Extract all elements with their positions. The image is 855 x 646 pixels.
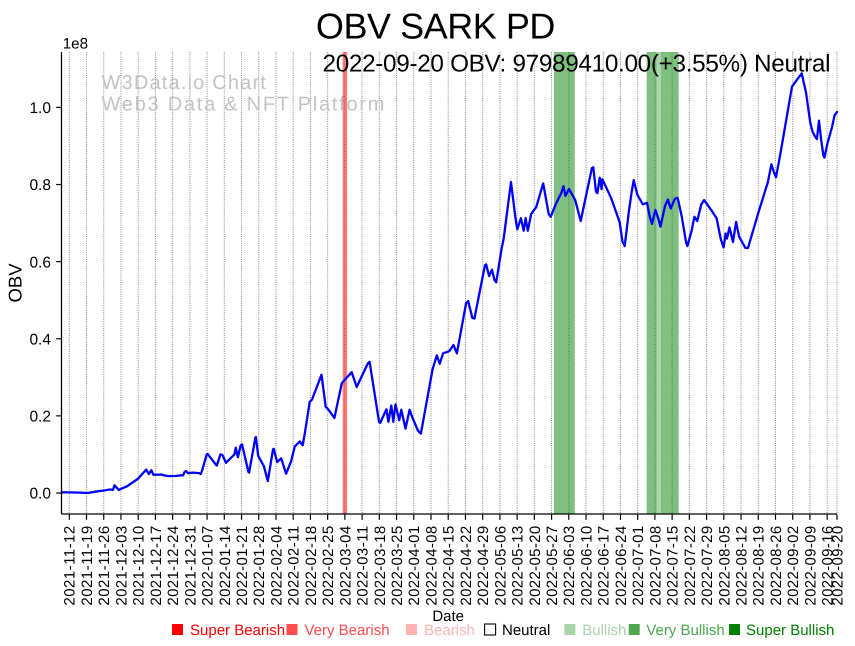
svg-text:2022-06-03: 2022-06-03 <box>561 526 578 606</box>
svg-text:2022-05-20: 2022-05-20 <box>527 526 544 606</box>
svg-text:OBV: OBV <box>5 263 26 303</box>
svg-text:2022-05-27: 2022-05-27 <box>544 526 561 606</box>
svg-text:2022-01-07: 2022-01-07 <box>200 526 217 606</box>
svg-text:2022-08-05: 2022-08-05 <box>716 526 733 606</box>
svg-text:2021-12-10: 2021-12-10 <box>131 526 148 606</box>
svg-text:0.2: 0.2 <box>29 409 51 426</box>
svg-text:2021-12-31: 2021-12-31 <box>182 526 199 606</box>
svg-text:1.0: 1.0 <box>29 100 51 117</box>
svg-text:2022-02-11: 2022-02-11 <box>286 526 303 606</box>
svg-text:2021-11-26: 2021-11-26 <box>96 526 113 606</box>
svg-text:2022-08-19: 2022-08-19 <box>751 526 768 606</box>
svg-text:Super Bullish: Super Bullish <box>746 622 834 639</box>
svg-text:2022-06-10: 2022-06-10 <box>578 526 595 606</box>
svg-text:2022-08-12: 2022-08-12 <box>733 526 750 606</box>
svg-text:2021-12-03: 2021-12-03 <box>113 526 130 606</box>
svg-text:0.4: 0.4 <box>29 332 51 349</box>
svg-text:Bearish: Bearish <box>424 622 475 639</box>
svg-text:Date: Date <box>432 608 464 625</box>
svg-text:Neutral: Neutral <box>502 622 550 639</box>
svg-text:2022-07-01: 2022-07-01 <box>630 526 647 606</box>
svg-text:Very Bearish: Very Bearish <box>305 622 390 639</box>
svg-text:2022-09-09: 2022-09-09 <box>802 526 819 606</box>
svg-text:2022-06-24: 2022-06-24 <box>613 526 630 606</box>
svg-text:2022-04-29: 2022-04-29 <box>475 526 492 606</box>
svg-text:2022-04-15: 2022-04-15 <box>441 526 458 606</box>
svg-text:2021-12-24: 2021-12-24 <box>165 526 182 606</box>
svg-text:OBV SARK PD: OBV SARK PD <box>316 6 556 47</box>
svg-text:2022-07-29: 2022-07-29 <box>699 526 716 606</box>
svg-text:2022-04-01: 2022-04-01 <box>406 526 423 606</box>
svg-text:Super Bearish: Super Bearish <box>190 622 285 639</box>
svg-text:2022-07-08: 2022-07-08 <box>647 526 664 606</box>
svg-text:2022-07-15: 2022-07-15 <box>665 526 682 606</box>
svg-text:2022-06-17: 2022-06-17 <box>596 526 613 606</box>
svg-text:1e8: 1e8 <box>63 35 88 52</box>
svg-text:2022-01-28: 2022-01-28 <box>251 526 268 606</box>
svg-text:2022-02-25: 2022-02-25 <box>320 526 337 606</box>
svg-text:2022-03-18: 2022-03-18 <box>372 526 389 606</box>
svg-text:2021-12-17: 2021-12-17 <box>148 526 165 606</box>
svg-text:2022-03-11: 2022-03-11 <box>355 526 372 606</box>
svg-text:2022-03-25: 2022-03-25 <box>389 526 406 606</box>
svg-text:Very Bullish: Very Bullish <box>646 622 724 639</box>
svg-text:Bullish: Bullish <box>582 622 626 639</box>
svg-text:0.0: 0.0 <box>29 486 51 503</box>
svg-text:2022-09-20 OBV: 97989410.00(+3: 2022-09-20 OBV: 97989410.00(+3.55%) Neut… <box>323 51 831 78</box>
svg-text:Web3 Data & NFT Platform: Web3 Data & NFT Platform <box>102 93 387 115</box>
svg-text:2022-01-14: 2022-01-14 <box>217 526 234 606</box>
svg-text:2022-07-22: 2022-07-22 <box>682 526 699 606</box>
svg-text:2022-04-08: 2022-04-08 <box>423 526 440 606</box>
svg-text:2022-09-16: 2022-09-16 <box>820 526 837 606</box>
svg-text:2021-11-12: 2021-11-12 <box>62 526 79 606</box>
svg-text:2022-05-13: 2022-05-13 <box>510 526 527 606</box>
svg-text:2022-02-18: 2022-02-18 <box>303 526 320 606</box>
svg-text:0.8: 0.8 <box>29 177 51 194</box>
svg-text:0.6: 0.6 <box>29 254 51 271</box>
svg-text:2022-09-02: 2022-09-02 <box>785 526 802 606</box>
svg-text:2022-01-21: 2022-01-21 <box>234 526 251 606</box>
svg-text:W3Data.io Chart: W3Data.io Chart <box>102 72 268 94</box>
svg-text:2021-11-19: 2021-11-19 <box>79 526 96 606</box>
svg-text:2022-03-04: 2022-03-04 <box>337 526 354 606</box>
svg-text:2022-02-04: 2022-02-04 <box>268 526 285 606</box>
svg-text:2022-09-20: 2022-09-20 <box>829 526 846 606</box>
svg-text:2022-04-22: 2022-04-22 <box>458 526 475 606</box>
svg-text:2022-08-26: 2022-08-26 <box>768 526 785 606</box>
svg-text:2022-05-06: 2022-05-06 <box>492 526 509 606</box>
